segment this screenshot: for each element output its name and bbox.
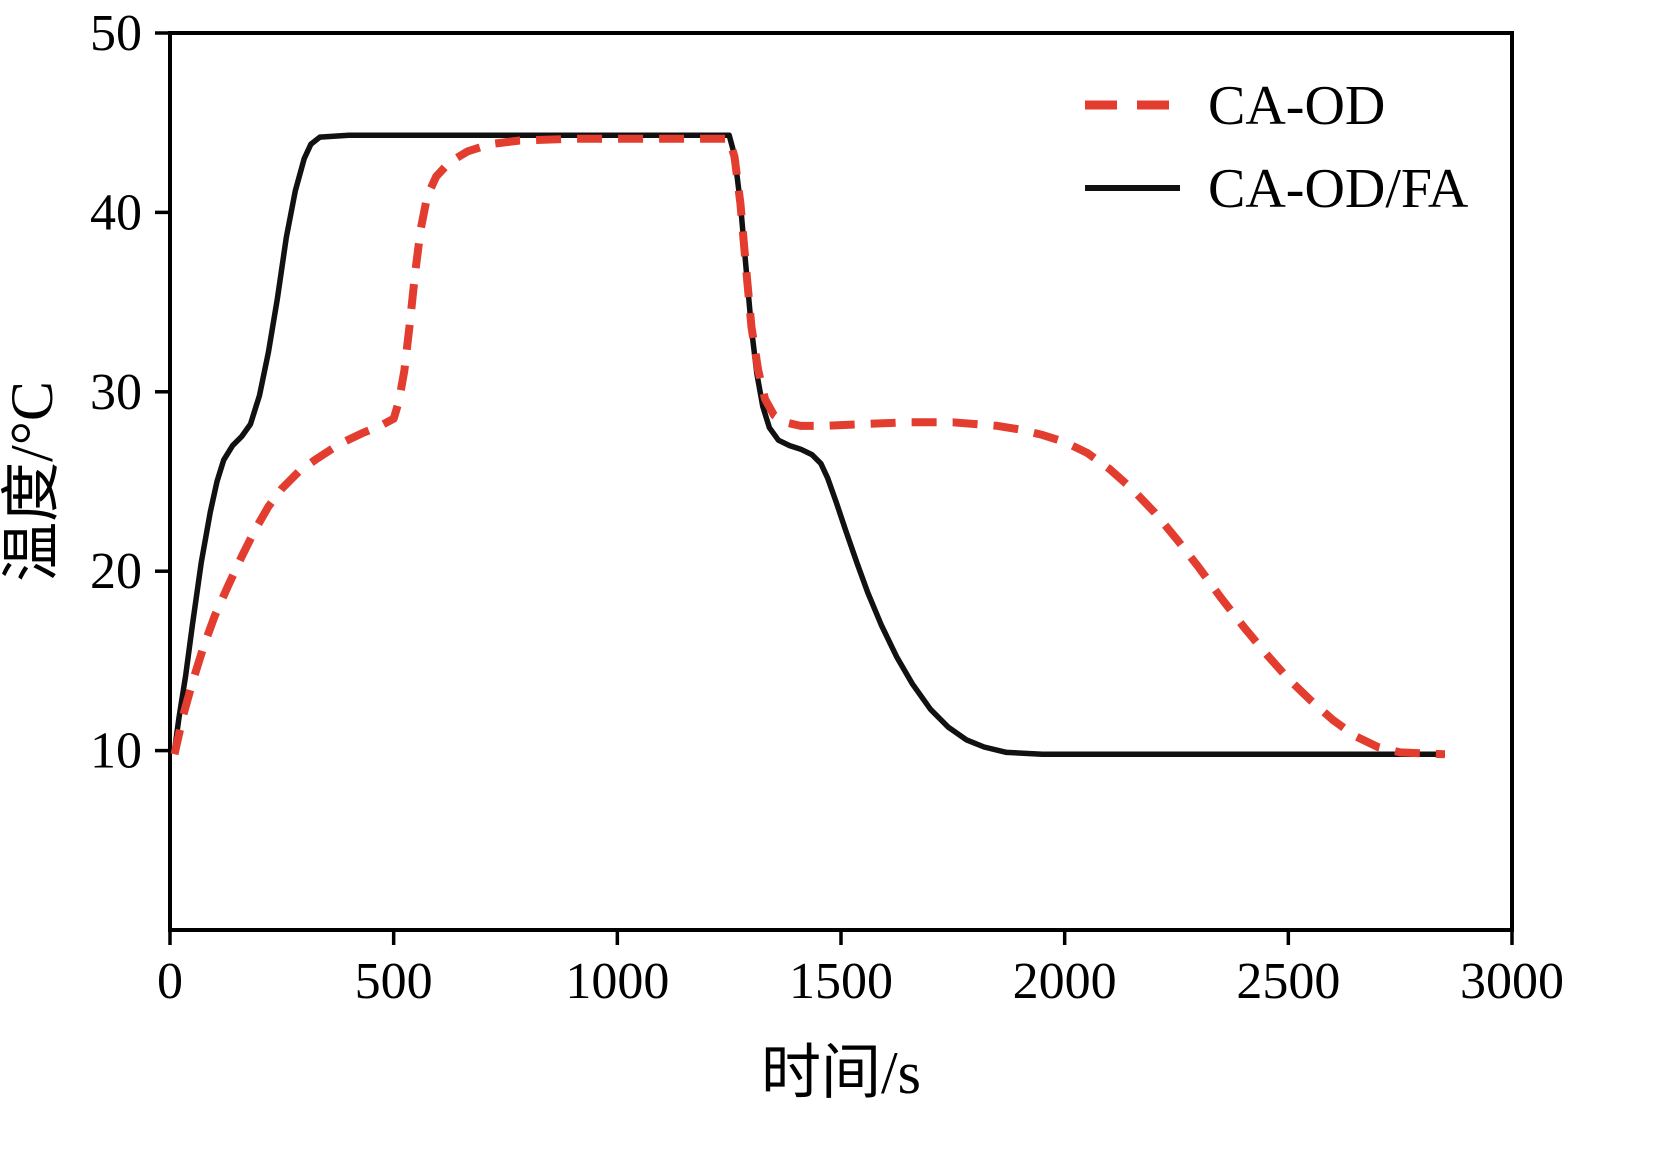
y-tick-label: 40 [90,184,142,241]
y-tick-label: 10 [90,723,142,780]
x-tick-label: 1000 [565,953,669,1010]
y-tick-label: 50 [90,5,142,62]
x-axis: 0 500 1000 1500 2000 2500 3000 [157,930,1564,1010]
y-tick-label: 20 [90,543,142,600]
legend-item: CA-OD [1085,75,1385,137]
series-ca-od [170,134,1446,759]
x-tick-label: 2000 [1013,953,1117,1010]
x-tick-label: 500 [355,953,433,1010]
x-tick-label: 0 [157,953,183,1010]
plot-frame [168,31,1514,932]
legend-item: CA-OD/FA [1085,158,1469,220]
y-axis-title: 温度/°C [0,381,65,582]
series-ca-od-fa [171,132,1445,757]
y-axis: 10 20 30 40 50 [90,5,170,780]
y-tick-label: 30 [90,364,142,421]
legend-label: CA-OD [1208,75,1385,137]
legend: CA-OD CA-OD/FA [1085,75,1469,220]
legend-label: CA-OD/FA [1208,158,1469,220]
x-axis-title: 时间/s [761,1040,921,1106]
x-tick-label: 1500 [789,953,893,1010]
x-tick-label: 2500 [1236,953,1340,1010]
x-tick-label: 3000 [1460,953,1564,1010]
